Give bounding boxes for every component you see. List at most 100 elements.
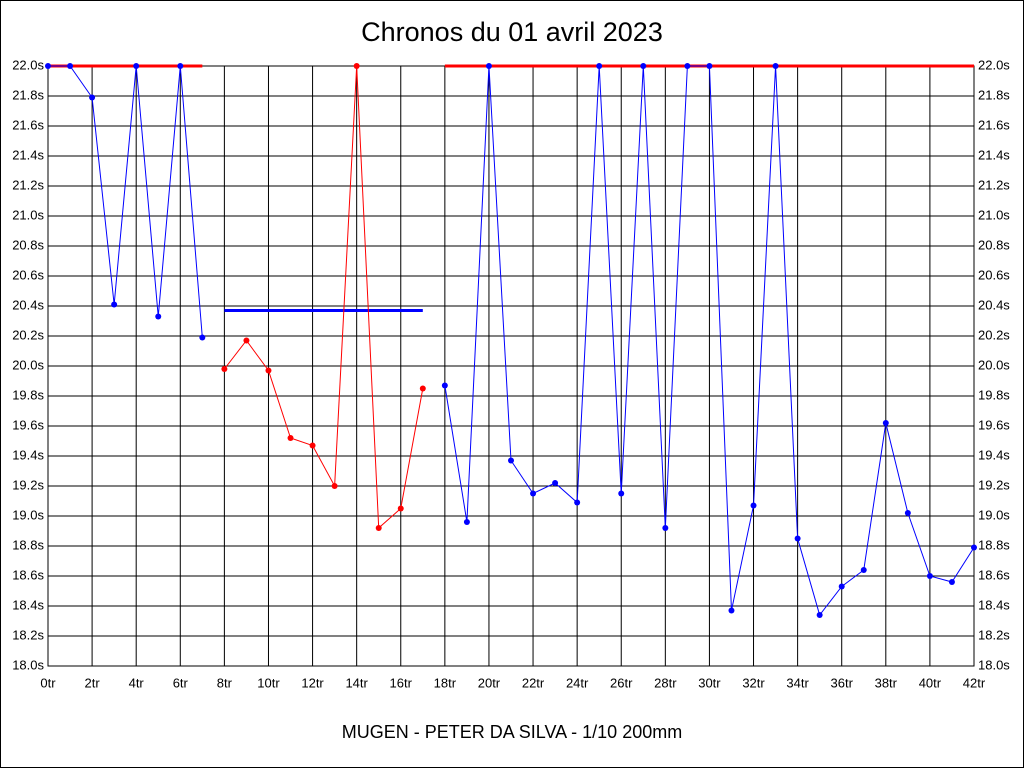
data-point — [794, 535, 801, 542]
x-tick-label: 22tr — [522, 675, 545, 690]
data-point — [750, 502, 757, 509]
data-point — [353, 63, 360, 69]
data-point — [728, 607, 735, 614]
y-tick-label: 21.8s — [12, 87, 44, 102]
x-tick-label: 4tr — [129, 675, 145, 690]
data-point — [640, 63, 647, 69]
data-point — [860, 567, 867, 573]
data-point — [331, 483, 338, 489]
series-line — [223, 65, 424, 530]
data-point — [574, 499, 581, 506]
data-point — [265, 367, 272, 374]
chart-title: Chronos du 01 avril 2023 — [361, 17, 663, 47]
data-point — [971, 544, 977, 551]
data-point — [111, 301, 118, 308]
y-tick-label: 20.4s — [12, 297, 44, 312]
data-point — [419, 385, 426, 392]
data-point — [309, 442, 316, 449]
data-point — [684, 63, 691, 69]
x-tick-label: 36tr — [831, 675, 854, 690]
x-tick-label: 32tr — [742, 675, 765, 690]
x-tick-label: 18tr — [434, 675, 457, 690]
y2-tick-label: 18.6s — [978, 567, 1010, 582]
data-point — [618, 490, 625, 497]
data-point — [882, 420, 889, 426]
data-point — [199, 334, 206, 341]
data-point — [904, 510, 911, 516]
data-point — [530, 490, 537, 497]
data-point — [706, 63, 713, 69]
x-tick-label: 34tr — [786, 675, 809, 690]
y2-tick-label: 19.2s — [978, 477, 1010, 492]
data-point — [838, 583, 845, 590]
data-point — [552, 480, 559, 486]
y-tick-label: 18.0s — [12, 657, 44, 672]
x-tick-label: 26tr — [610, 675, 633, 690]
y2-tick-label: 19.4s — [978, 447, 1010, 462]
y2-tick-label: 20.4s — [978, 297, 1010, 312]
data-point — [772, 63, 779, 69]
y-tick-label: 20.8s — [12, 237, 44, 252]
y2-tick-label: 19.6s — [978, 417, 1010, 432]
data-point — [133, 63, 140, 69]
x-tick-label: 8tr — [217, 675, 233, 690]
data-point — [596, 63, 603, 69]
y2-tick-label: 21.0s — [978, 207, 1010, 222]
y2-tick-label: 19.8s — [978, 387, 1010, 402]
data-point — [662, 525, 669, 531]
data-point — [441, 382, 448, 389]
x-tick-label: 24tr — [566, 675, 589, 690]
data-point — [67, 63, 74, 69]
y2-tick-label: 20.0s — [978, 357, 1010, 372]
data-point — [243, 337, 250, 344]
y-tick-label: 18.2s — [12, 627, 44, 642]
y-tick-label: 19.2s — [12, 477, 44, 492]
y2-tick-label: 20.6s — [978, 267, 1010, 282]
y2-tick-label: 18.8s — [978, 537, 1010, 552]
x-tick-label: 14tr — [345, 675, 368, 690]
data-point — [45, 63, 51, 69]
y-tick-label: 19.6s — [12, 417, 44, 432]
x-tick-label: 28tr — [654, 675, 677, 690]
x-tick-label: 42tr — [963, 675, 986, 690]
data-point — [221, 366, 228, 372]
x-tick-label: 16tr — [390, 675, 413, 690]
data-point — [287, 435, 294, 441]
y2-tick-label: 18.0s — [978, 657, 1010, 672]
y-tick-label: 21.6s — [12, 117, 44, 132]
data-point — [485, 63, 492, 69]
y-tick-label: 19.8s — [12, 387, 44, 402]
y-tick-label: 21.2s — [12, 177, 44, 192]
x-tick-label: 0tr — [40, 675, 56, 690]
x-tick-label: 6tr — [173, 675, 189, 690]
data-point — [375, 525, 382, 531]
x-tick-label: 30tr — [698, 675, 721, 690]
y-tick-label: 18.4s — [12, 597, 44, 612]
x-tick-label: 12tr — [301, 675, 324, 690]
x-tick-label: 40tr — [919, 675, 942, 690]
y-tick-label: 20.0s — [12, 357, 44, 372]
y2-tick-label: 18.2s — [978, 627, 1010, 642]
data-point — [89, 94, 96, 101]
y2-tick-label: 21.8s — [978, 87, 1010, 102]
y2-tick-label: 21.4s — [978, 147, 1010, 162]
y-tick-label: 19.4s — [12, 447, 44, 462]
y2-tick-label: 20.2s — [978, 327, 1010, 342]
y2-tick-label: 21.6s — [978, 117, 1010, 132]
x-tick-label: 10tr — [257, 675, 280, 690]
data-point — [816, 612, 823, 618]
y-tick-label: 21.4s — [12, 147, 44, 162]
data-point — [177, 63, 184, 69]
x-tick-label: 2tr — [85, 675, 101, 690]
y2-tick-label: 18.4s — [978, 597, 1010, 612]
y-tick-label: 22.0s — [12, 57, 44, 72]
data-point — [948, 579, 955, 585]
x-tick-label: 38tr — [875, 675, 898, 690]
y-tick-label: 19.0s — [12, 507, 44, 522]
y-tick-label: 18.6s — [12, 567, 44, 582]
y2-tick-label: 19.0s — [978, 507, 1010, 522]
data-point — [155, 313, 162, 320]
data-point — [926, 573, 933, 579]
